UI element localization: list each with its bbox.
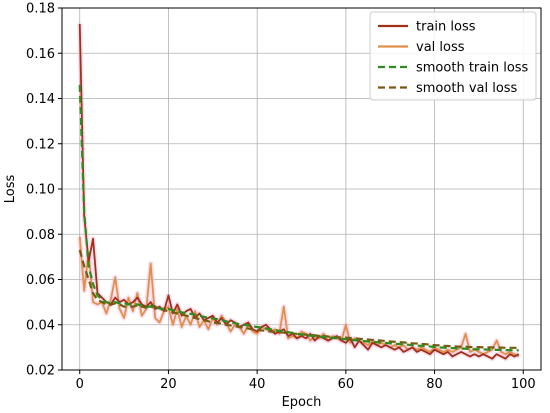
legend-label: smooth val loss — [416, 81, 518, 96]
x-tick-label: 80 — [426, 377, 443, 392]
y-tick-label: 0.14 — [26, 92, 55, 107]
legend-box — [369, 11, 537, 101]
legend-label: val loss — [416, 40, 465, 55]
series-line-smooth-train-loss — [78, 84, 519, 352]
y-tick-label: 0.18 — [26, 2, 55, 17]
y-tick-label: 0.16 — [26, 47, 55, 62]
x-tick-label: 100 — [511, 377, 536, 392]
x-tick-label: 40 — [249, 377, 266, 392]
ticks: 0 20 40 60 80 100 0.02 0.04 0.06 0.08 0.10 0.12 0.14… — [26, 2, 536, 393]
y-tick-label: 0.12 — [26, 137, 55, 152]
y-tick-label: 0.04 — [26, 318, 55, 333]
series-line-smooth-val-loss — [78, 249, 519, 350]
x-tick-label: 60 — [338, 377, 355, 392]
series-layer — [77, 23, 520, 362]
legend-label: smooth train loss — [416, 61, 529, 76]
legend-label: train loss — [416, 20, 476, 35]
y-tick-label: 0.10 — [26, 183, 55, 198]
legend: train loss val loss smooth train loss smoot… — [369, 11, 537, 101]
y-tick-label: 0.06 — [26, 273, 55, 288]
x-tick-label: 0 — [76, 377, 84, 392]
y-tick-label: 0.08 — [26, 228, 55, 243]
y-tick-label: 0.02 — [26, 364, 55, 379]
x-axis-label: Epoch — [282, 395, 322, 410]
x-tick-label: 20 — [160, 377, 177, 392]
y-axis-label: Loss — [3, 175, 18, 204]
